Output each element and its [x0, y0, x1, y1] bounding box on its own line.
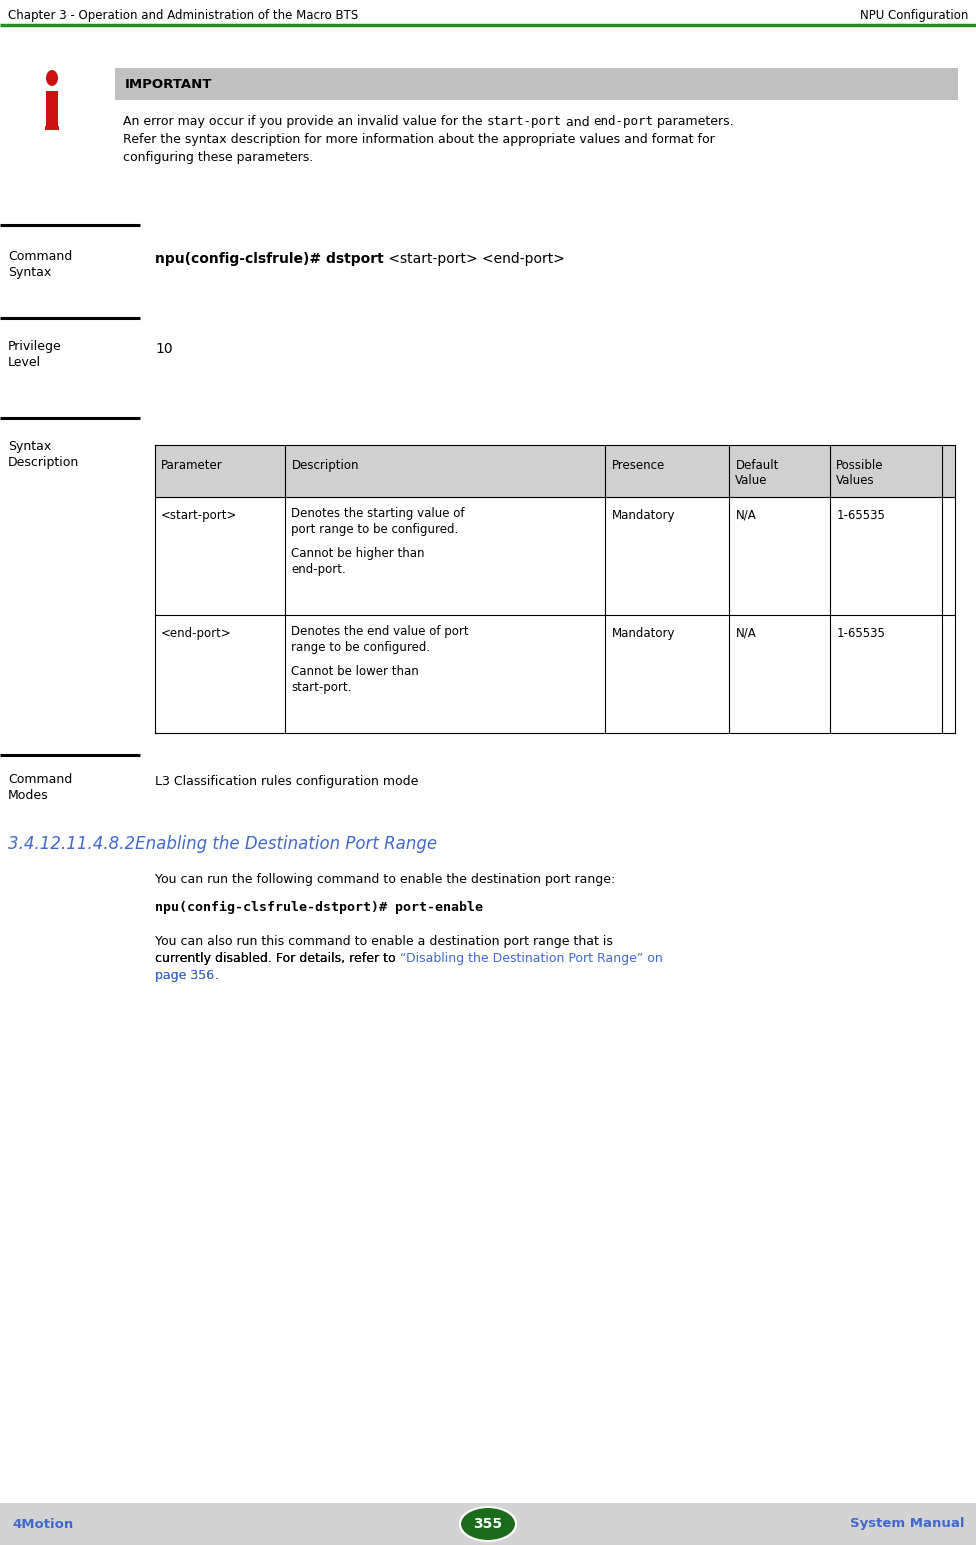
Text: You can also run this command to enable a destination port range that is: You can also run this command to enable …	[155, 935, 613, 949]
Text: Default: Default	[735, 459, 779, 473]
Text: N/A: N/A	[735, 508, 756, 522]
Text: Presence: Presence	[611, 459, 665, 473]
Text: Value: Value	[735, 474, 768, 487]
Bar	[155, 445, 955, 497]
Bar	[115, 68, 958, 100]
Text: <end-port>: <end-port>	[161, 627, 231, 640]
Text: Cannot be higher than: Cannot be higher than	[292, 547, 425, 559]
Text: Description: Description	[292, 459, 359, 473]
Ellipse shape	[460, 1506, 516, 1540]
Text: Syntax: Syntax	[8, 440, 52, 453]
Text: 355: 355	[473, 1517, 503, 1531]
Text: L3 Classification rules configuration mode: L3 Classification rules configuration mo…	[155, 776, 419, 788]
Text: and: and	[561, 116, 593, 128]
Text: <start-port> <end-port>: <start-port> <end-port>	[384, 252, 565, 266]
Text: Modes: Modes	[8, 789, 49, 802]
Text: Description: Description	[8, 456, 79, 470]
Text: currently disabled. For details, refer to: currently disabled. For details, refer t…	[155, 952, 399, 966]
Text: <start-port>: <start-port>	[161, 508, 237, 522]
Text: Mandatory: Mandatory	[611, 627, 674, 640]
Text: 3.4.12.11.4.8.2Enabling the Destination Port Range: 3.4.12.11.4.8.2Enabling the Destination …	[8, 834, 437, 853]
Text: An error may occur if you provide an invalid value for the: An error may occur if you provide an inv…	[123, 116, 486, 128]
Text: end-port.: end-port.	[292, 562, 346, 576]
Text: configuring these parameters.: configuring these parameters.	[123, 151, 313, 164]
Text: IMPORTANT: IMPORTANT	[125, 77, 213, 91]
Text: npu(config-clsfrule-dstport)# port-enable: npu(config-clsfrule-dstport)# port-enabl…	[155, 901, 483, 915]
Text: Mandatory: Mandatory	[611, 508, 674, 522]
Text: “Disabling the Destination Port Range” on: “Disabling the Destination Port Range” o…	[399, 952, 663, 966]
Text: NPU Configuration: NPU Configuration	[860, 9, 968, 22]
Text: Privilege: Privilege	[8, 340, 61, 352]
Text: start-port.: start-port.	[292, 681, 351, 694]
Text: page 356: page 356	[155, 969, 214, 983]
Text: Command: Command	[8, 250, 72, 263]
Text: Command: Command	[8, 772, 72, 786]
Text: Parameter: Parameter	[161, 459, 223, 473]
Text: end-port: end-port	[593, 116, 653, 128]
Text: .: .	[214, 969, 218, 983]
Text: 10: 10	[155, 341, 173, 355]
Text: Values: Values	[836, 474, 874, 487]
Text: page 356: page 356	[155, 969, 214, 983]
Text: Denotes the starting value of: Denotes the starting value of	[292, 507, 465, 521]
Text: 1-65535: 1-65535	[836, 627, 885, 640]
Text: 1-65535: 1-65535	[836, 508, 885, 522]
Text: currently disabled. For details, refer to: currently disabled. For details, refer t…	[155, 952, 399, 966]
Text: 4Motion: 4Motion	[12, 1517, 73, 1531]
Text: You can run the following command to enable the destination port range:: You can run the following command to ena…	[155, 873, 615, 885]
Text: Level: Level	[8, 355, 41, 369]
Text: Cannot be lower than: Cannot be lower than	[292, 664, 419, 678]
Text: Refer the syntax description for more information about the appropriate values a: Refer the syntax description for more in…	[123, 133, 714, 147]
Bar	[46, 91, 58, 127]
Text: port range to be configured.: port range to be configured.	[292, 524, 459, 536]
Text: range to be configured.: range to be configured.	[292, 641, 430, 654]
Text: Chapter 3 - Operation and Administration of the Macro BTS: Chapter 3 - Operation and Administration…	[8, 9, 358, 22]
Text: System Manual: System Manual	[849, 1517, 964, 1531]
Text: Possible: Possible	[836, 459, 883, 473]
Text: npu(config-clsfrule)# dstport: npu(config-clsfrule)# dstport	[155, 252, 384, 266]
Text: Denotes the end value of port: Denotes the end value of port	[292, 626, 469, 638]
Text: Syntax: Syntax	[8, 266, 52, 280]
Text: N/A: N/A	[735, 627, 756, 640]
Ellipse shape	[46, 70, 58, 87]
Bar	[0, 1503, 976, 1545]
Bar	[45, 127, 59, 130]
Text: start-port: start-port	[486, 116, 561, 128]
Text: parameters.: parameters.	[653, 116, 734, 128]
